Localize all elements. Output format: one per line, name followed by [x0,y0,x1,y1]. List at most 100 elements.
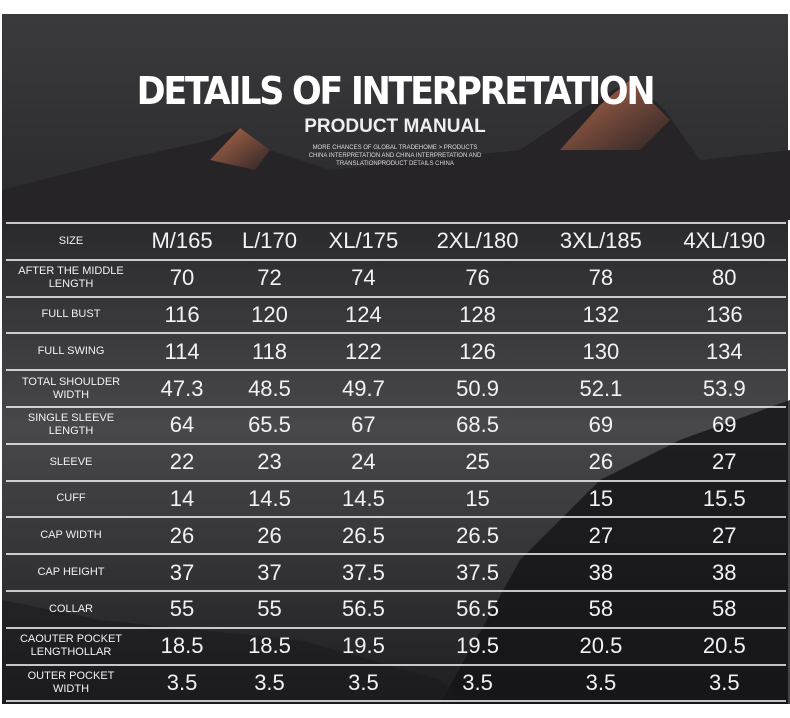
subtitle: PRODUCT MANUAL [304,116,486,137]
cell: 50.9 [415,369,540,407]
cell: 69 [662,405,786,444]
cell: 26 [136,516,229,555]
cell: 69 [539,405,663,444]
cell: 132 [539,295,663,334]
cell: 37 [228,553,311,591]
cell: 58 [662,589,786,628]
cell: 22 [136,442,229,481]
cell: 58 [539,589,663,628]
cell: 3.5 [662,663,786,703]
cell: 134 [662,332,786,371]
row-label: TOTAL SHOULDER WIDTH [6,369,136,407]
row-label: CAP WIDTH [6,516,136,555]
table-row: FULL SWING 114 118 122 126 130 134 [6,332,786,371]
cell: 20.5 [662,626,786,665]
cell: 65.5 [228,405,311,444]
cell: 47.3 [136,369,229,407]
cell: 130 [539,332,663,371]
table-row: OUTER POCKET WIDTH 3.5 3.5 3.5 3.5 3.5 3.5 [6,663,786,703]
cell: 2XL/180 [415,222,540,260]
cell: 15.5 [662,479,786,518]
cell: 80 [662,258,786,297]
cell: 56.5 [415,589,540,628]
size-table: SIZE M/165 L/170 XL/175 2XL/180 3XL/185 4XL/19… [6,222,786,703]
cell: 120 [228,295,311,334]
cell: 76 [415,258,540,297]
cell: 126 [415,332,540,371]
table-row: CAP HEIGHT 37 37 37.5 37.5 38 38 [6,553,786,591]
small-text: MORE CHANCES OF GLOBAL TRADEHOME > PRODU… [0,144,790,168]
cell: 49.7 [310,369,416,407]
header-row: SIZE M/165 L/170 XL/175 2XL/180 3XL/185 4XL/19… [6,222,786,260]
cell: 72 [228,258,311,297]
table-row: FULL BUST 116 120 124 128 132 136 [6,295,786,334]
cell: 67 [310,405,416,444]
cell: 20.5 [539,626,663,665]
small-line: TRANSLATIONPRODUCT DETAILS CHINA [336,161,454,167]
cell: 122 [310,332,416,371]
table-row: TOTAL SHOULDER WIDTH 47.3 48.5 49.7 50.9 52.1… [6,369,786,407]
row-label: OUTER POCKET WIDTH [6,663,136,703]
cell: 118 [228,332,311,371]
cell: 15 [539,479,663,518]
row-label: COLLAR [6,589,136,628]
cell: 14.5 [228,479,311,518]
row-label: SLEEVE [6,442,136,481]
cell: 70 [136,258,229,297]
row-label: FULL BUST [6,295,136,334]
cell: 136 [662,295,786,334]
cell: 27 [662,442,786,481]
row-label: CAP HEIGHT [6,553,136,591]
small-line: CHINA INTERPRETATION AND CHINA INTERPRET… [308,153,482,159]
cell: L/170 [228,222,311,260]
cell: 55 [136,589,229,628]
cell: 55 [228,589,311,628]
title: DETAILS OF INTERPRETATION [136,69,656,113]
cell: 116 [136,295,229,334]
cell: 37.5 [415,553,540,591]
cell: 3.5 [539,663,663,703]
cell: 14 [136,479,229,518]
cell: 3XL/185 [539,222,663,260]
table-row: CAP WIDTH 26 26 26.5 26.5 27 27 [6,516,786,555]
cell: 114 [136,332,229,371]
table-row: AFTER THE MIDDLE LENGTH 70 72 74 76 78 80 [6,258,786,297]
cell: 128 [415,295,540,334]
cell: 74 [310,258,416,297]
table-row: SLEEVE 22 23 24 25 26 27 [6,442,786,481]
cell: 64 [136,405,229,444]
cell: 18.5 [228,626,311,665]
cell: 19.5 [310,626,416,665]
row-label: SINGLE SLEEVE LENGTH [6,405,136,444]
cell: 27 [662,516,786,555]
cell: 53.9 [662,369,786,407]
table-row: SINGLE SLEEVE LENGTH 64 65.5 67 68.5 69 69 [6,405,786,444]
mountain-peak [210,128,270,170]
row-label: CAOUTER POCKET LENGTHOLLAR [6,626,136,665]
cell: 4XL/190 [662,222,786,260]
table-row: CAOUTER POCKET LENGTHOLLAR 18.5 18.5 19.5 19… [6,626,786,665]
row-label: CUFF [6,479,136,518]
table-row: CUFF 14 14.5 14.5 15 15 15.5 [6,479,786,518]
cell: 52.1 [539,369,663,407]
cell: 3.5 [310,663,416,703]
cell: 27 [539,516,663,555]
mountain-peak [560,80,670,150]
cell: 3.5 [228,663,311,703]
small-line: MORE CHANCES OF GLOBAL TRADEHOME > PRODU… [312,145,478,151]
cell: M/165 [136,222,229,260]
cell: 78 [539,258,663,297]
row-label: AFTER THE MIDDLE LENGTH [6,258,136,297]
header: DETAILS OF INTERPRETATION PRODUCT MANUAL… [0,68,790,168]
cell: 26 [228,516,311,555]
cell: 68.5 [415,405,540,444]
cell: 25 [415,442,540,481]
cell: 3.5 [136,663,229,703]
cell: XL/175 [310,222,416,260]
cell: 23 [228,442,311,481]
cell: 15 [415,479,540,518]
cell: 19.5 [415,626,540,665]
cell: 26.5 [310,516,416,555]
cell: 26 [539,442,663,481]
